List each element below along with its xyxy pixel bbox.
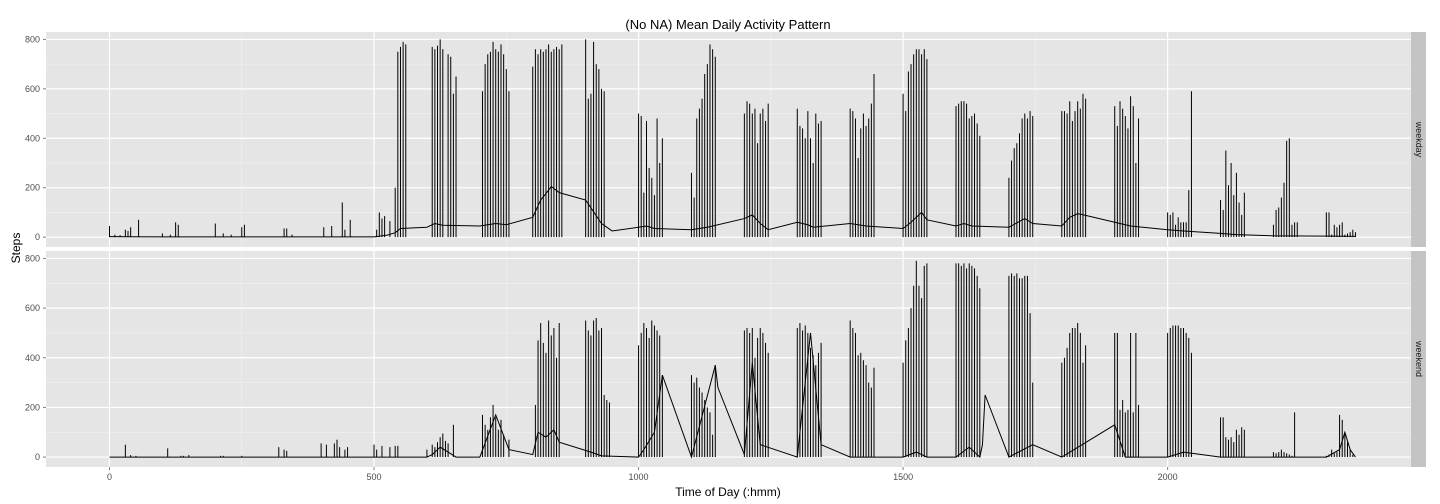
y-tick-label: 400	[25, 133, 40, 143]
y-tick-label: 400	[25, 353, 40, 363]
panel-background	[46, 32, 1411, 247]
facet-panel-weekday: 0 200 400 600 800 weekday	[25, 32, 1426, 247]
facet-panel-weekend: 0 200 400 600 800 weekend	[25, 251, 1426, 467]
x-axis-title: Time of Day (:hmm)	[675, 485, 781, 499]
x-tick-label: 2000	[1158, 472, 1178, 482]
facet-panels: 0 200 400 600 800 weekday 0 200 400 600 800 weekend	[25, 32, 1426, 467]
mean-line	[109, 185, 1356, 238]
facet-strip-label: weekday	[1414, 121, 1424, 158]
y-tick-label: 800	[25, 253, 40, 263]
x-tick-label: 500	[367, 472, 382, 482]
y-tick-label: 200	[25, 183, 40, 193]
y-tick-label: 600	[25, 303, 40, 313]
y-tick-label: 200	[25, 402, 40, 412]
x-tick-label: 0	[107, 472, 112, 482]
y-tick-label: 0	[35, 452, 40, 462]
x-tick-label: 1500	[893, 472, 913, 482]
x-axis: 0 500 1000 1500 2000	[107, 467, 1178, 482]
spike-series	[108, 39, 1356, 238]
y-tick-label: 600	[25, 84, 40, 94]
facet-strip	[1411, 32, 1426, 247]
chart-title: (No NA) Mean Daily Activity Pattern	[625, 17, 830, 32]
y-tick-label: 800	[25, 34, 40, 44]
facet-strip	[1411, 251, 1426, 467]
x-tick-label: 1000	[629, 472, 649, 482]
y-axis-title: Steps	[9, 233, 23, 264]
y-tick-label: 0	[35, 232, 40, 242]
mean-line	[109, 332, 1356, 459]
facet-strip-label: weekend	[1414, 340, 1424, 377]
